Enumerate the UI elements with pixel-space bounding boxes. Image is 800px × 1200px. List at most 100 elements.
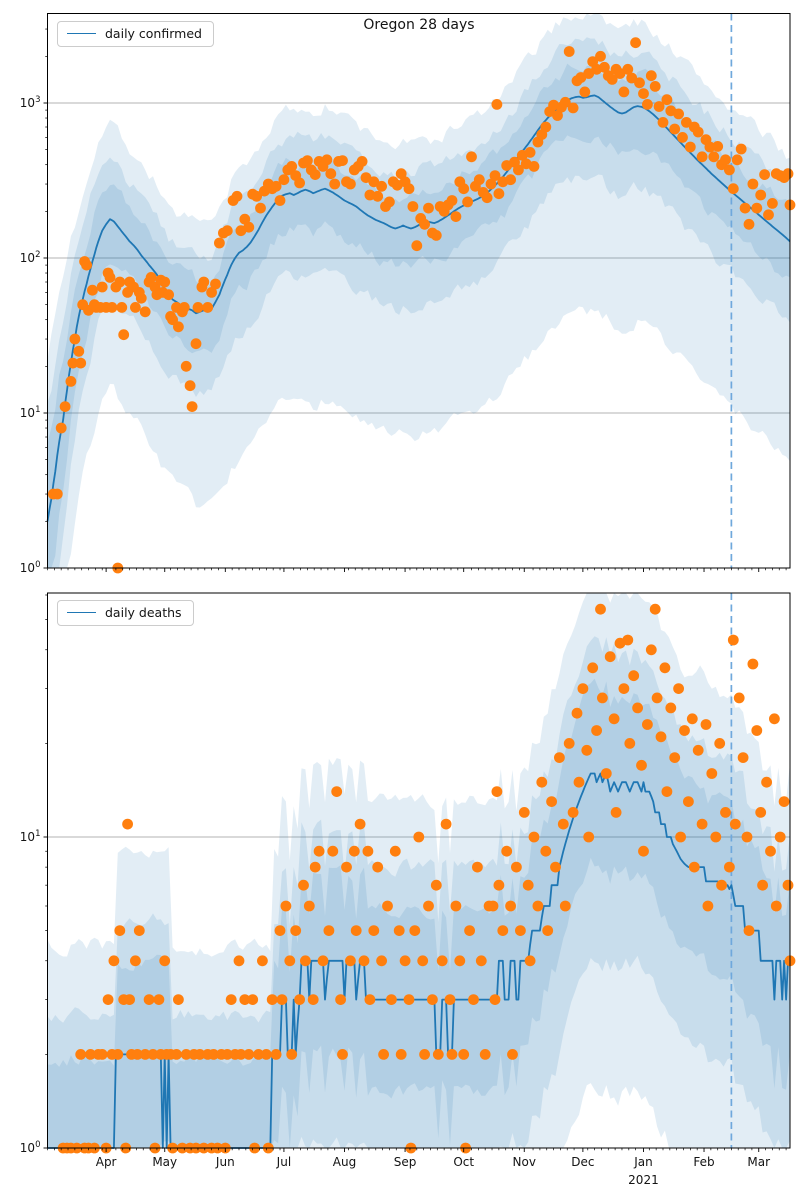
scatter-point xyxy=(147,1049,159,1060)
scatter-point xyxy=(579,86,591,98)
scatter-point xyxy=(81,259,92,271)
scatter-point xyxy=(276,994,288,1005)
scatter-point xyxy=(630,37,641,49)
scatter-point xyxy=(298,879,309,891)
scatter-point xyxy=(184,380,196,392)
scatter-point xyxy=(571,707,583,719)
scatter-point xyxy=(214,237,225,249)
scatter-point xyxy=(497,925,509,936)
scatter-point xyxy=(542,925,554,936)
scatter-point xyxy=(729,818,741,830)
scatter-point xyxy=(458,1049,470,1060)
scatter-point xyxy=(163,289,175,301)
scatter-point xyxy=(67,357,79,369)
scatter-point xyxy=(679,725,690,736)
scatter-point xyxy=(624,738,636,749)
scatter-point xyxy=(417,955,429,967)
scatter-point xyxy=(661,786,673,797)
scatter-point xyxy=(505,900,516,912)
scatter-point xyxy=(345,178,356,190)
month-label: Jan xyxy=(633,1155,653,1169)
scatter-point xyxy=(337,1049,348,1060)
scatter-point xyxy=(440,818,452,830)
plot-border xyxy=(47,13,791,569)
month-label: Apr xyxy=(96,1155,117,1169)
scatter-point xyxy=(411,240,423,252)
scatter-point xyxy=(583,831,595,843)
scatter-point xyxy=(743,218,755,230)
scatter-point xyxy=(642,99,653,110)
scatter-point xyxy=(307,994,319,1005)
scatter-point xyxy=(600,768,612,779)
scatter-point xyxy=(112,1049,124,1060)
scatter-point xyxy=(423,202,434,214)
scatter-point xyxy=(688,861,700,873)
scatter-point xyxy=(274,925,286,936)
band-inner xyxy=(47,63,790,568)
scatter-point xyxy=(493,188,505,200)
scatter-point xyxy=(454,955,466,967)
scatter-point xyxy=(139,1049,151,1060)
scatter-point xyxy=(145,272,157,283)
month-label: Jul xyxy=(276,1155,291,1169)
scatter-point xyxy=(450,211,462,223)
scatter-point xyxy=(317,955,329,967)
scatter-point xyxy=(466,151,477,163)
scatter-point xyxy=(325,168,337,180)
scatter-point xyxy=(253,1049,264,1060)
scatter-point xyxy=(409,925,421,936)
scatter-point xyxy=(540,845,552,857)
scatter-point xyxy=(557,818,569,830)
scatter-point xyxy=(524,147,536,158)
scatter-point xyxy=(505,174,516,186)
scatter-point xyxy=(130,955,141,967)
scatter-point xyxy=(595,50,606,62)
scatter-point xyxy=(51,488,63,500)
month-label: Dec xyxy=(571,1155,594,1169)
scatter-point xyxy=(727,634,739,646)
scatter-point xyxy=(712,141,724,152)
scatter-point xyxy=(739,202,751,214)
scatter-point xyxy=(290,925,302,936)
scatter-point xyxy=(645,644,657,656)
scatter-point xyxy=(626,72,638,84)
scatter-point xyxy=(384,196,395,208)
scatter-point xyxy=(458,183,470,195)
y-tick-label: 101 xyxy=(20,829,41,844)
scatter-point xyxy=(673,108,684,120)
scatter-point xyxy=(159,276,171,288)
scatter-point xyxy=(407,201,419,212)
scatter-point xyxy=(243,221,255,233)
month-label: Nov xyxy=(513,1155,536,1169)
deaths-chart: 100 101 Apr May Jun Jul Aug Sep Oct Nov Dec Jan Feb M… xyxy=(20,592,796,1187)
scatter-point xyxy=(759,169,770,181)
scatter-point xyxy=(210,278,221,290)
scatter-point xyxy=(638,88,649,99)
scatter-point xyxy=(673,683,684,694)
scatter-point xyxy=(393,925,405,936)
scatter-point xyxy=(464,925,475,936)
scatter-point xyxy=(364,994,376,1005)
scatter-point xyxy=(286,161,298,172)
scatter-point xyxy=(599,61,610,73)
scatter-point xyxy=(96,1049,108,1060)
scatter-point xyxy=(180,360,192,372)
scatter-point xyxy=(231,190,243,202)
scatter-point xyxy=(591,725,602,736)
scatter-point xyxy=(376,180,387,192)
scatter-point xyxy=(563,46,575,57)
scatter-point xyxy=(323,925,335,936)
scatter-point xyxy=(233,955,245,967)
scatter-point xyxy=(653,101,665,112)
scatter-point xyxy=(274,195,286,206)
scatter-point xyxy=(751,202,763,214)
scatter-point xyxy=(735,143,747,155)
scatter-point xyxy=(171,1049,182,1060)
scatter-point xyxy=(462,196,473,208)
scatter-point xyxy=(513,164,524,176)
scatter-point xyxy=(511,861,522,873)
scatter-point xyxy=(180,1049,192,1060)
scatter-point xyxy=(737,752,749,763)
scatter-point xyxy=(528,161,540,172)
scatter-point xyxy=(122,818,133,830)
